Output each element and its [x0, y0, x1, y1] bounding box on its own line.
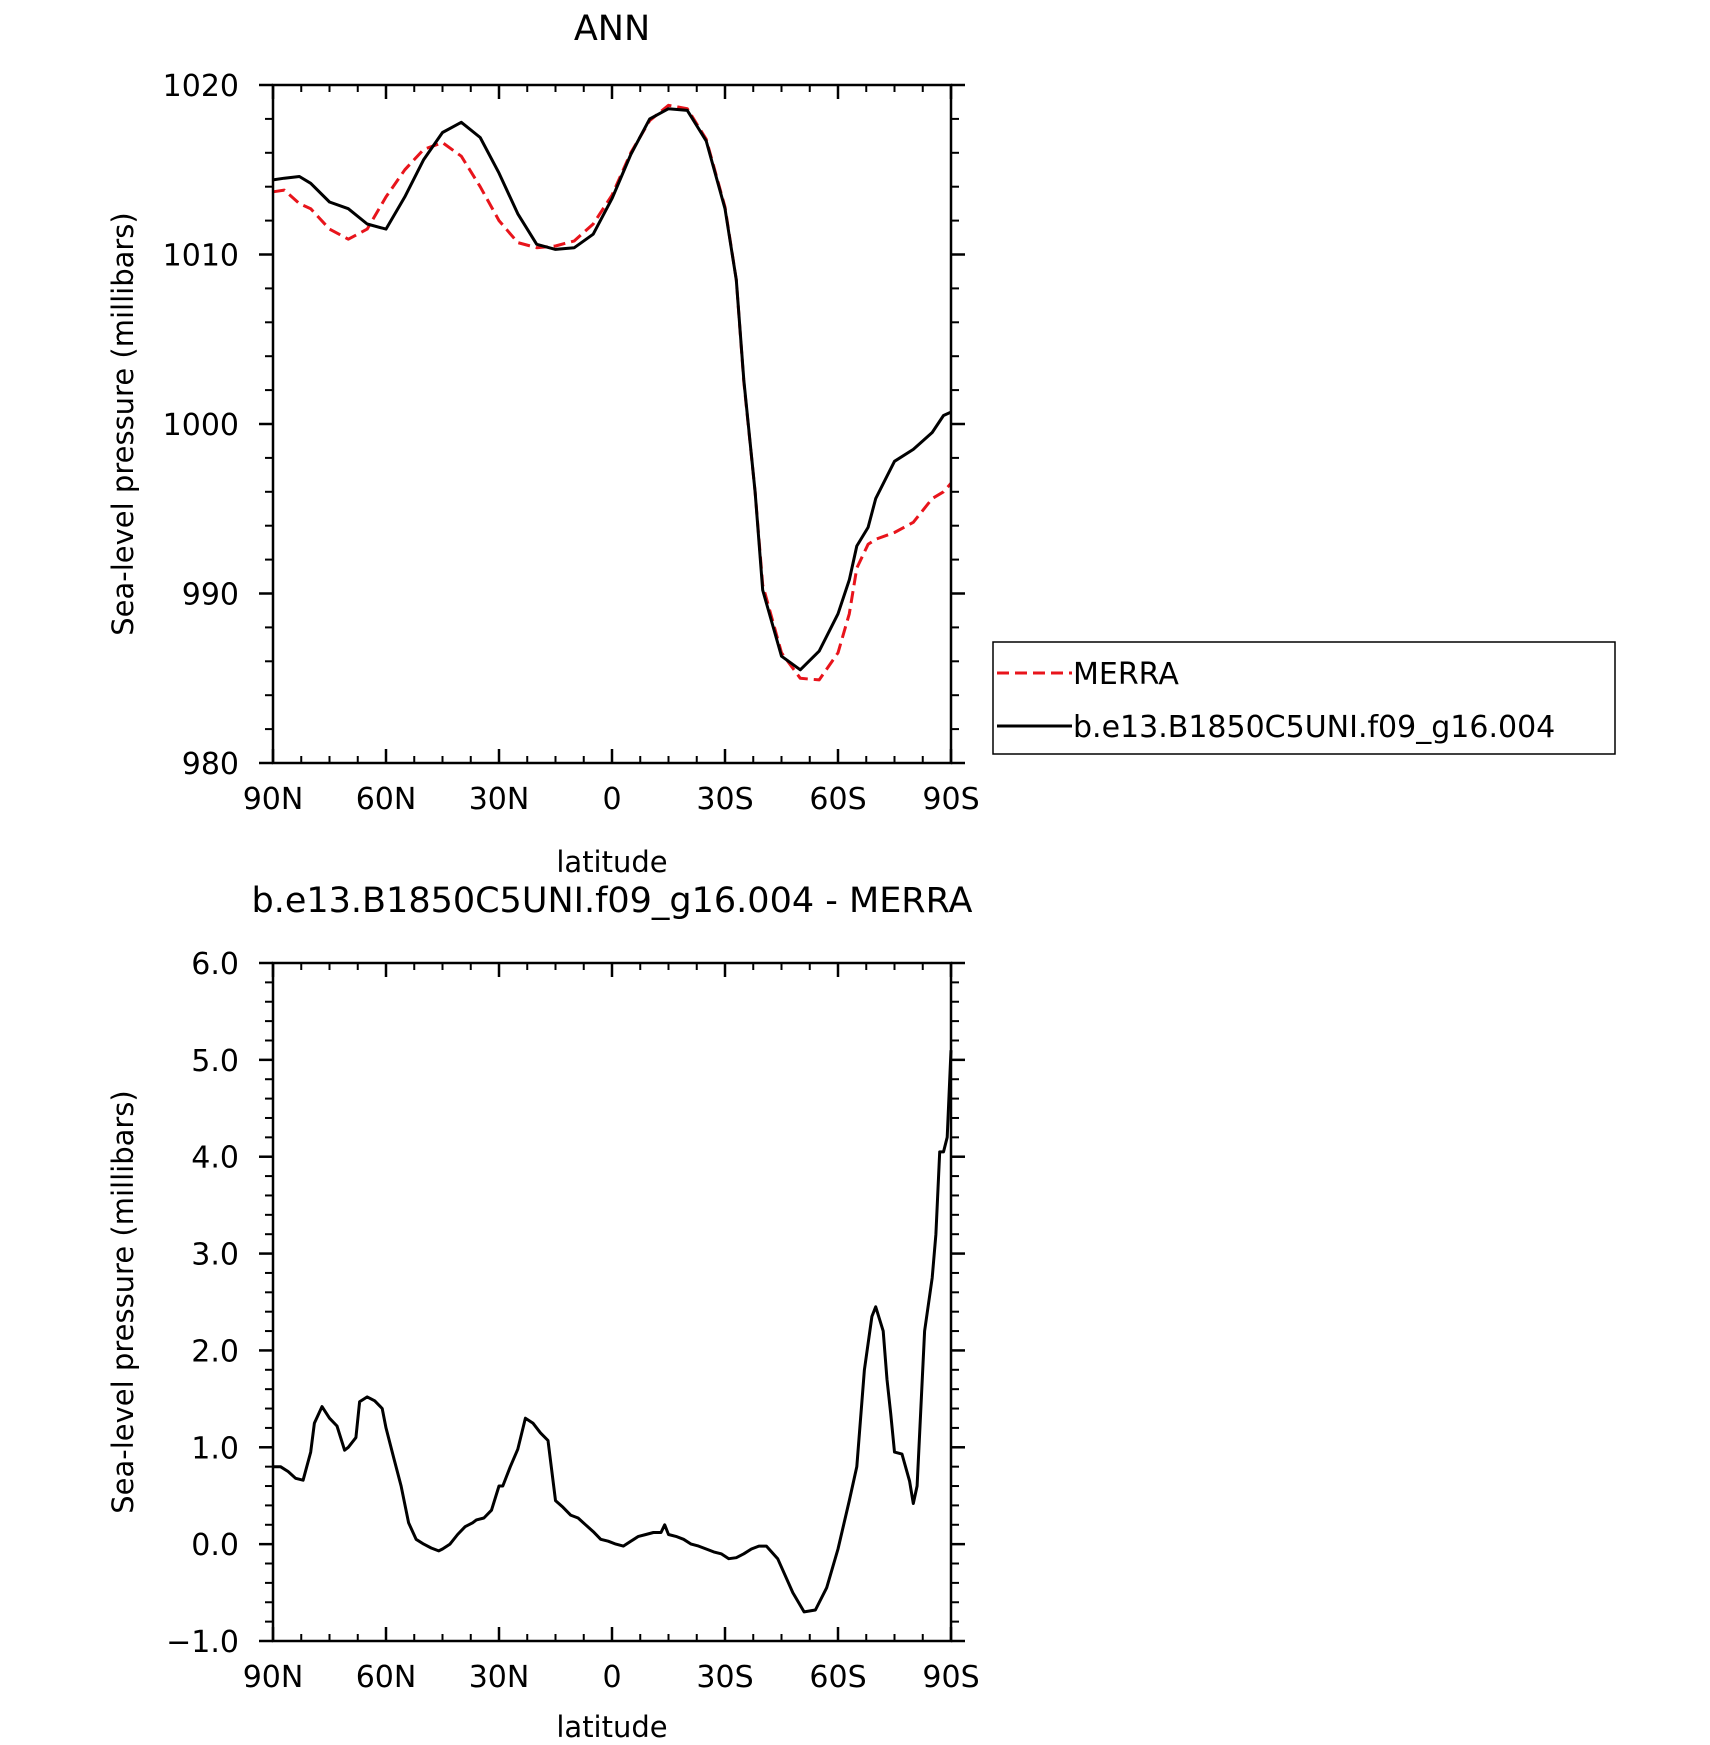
bottom-panel: b.e13.B1850C5UNI.f09_g16.004 - MERRA 90N…	[106, 881, 980, 1744]
y-tick-label: 1000	[163, 408, 239, 443]
legend-box	[992, 641, 1616, 755]
y-tick-label: 990	[182, 578, 239, 613]
y-tick-label: 1.0	[191, 1431, 239, 1466]
x-tick-label: 90N	[243, 1660, 304, 1695]
series-line-merra	[272, 103, 953, 682]
top-plot-frame	[271, 83, 953, 765]
y-tick-label: 4.0	[191, 1141, 239, 1176]
top-chart-title: ANN	[574, 9, 650, 49]
x-tick-label: 30N	[469, 782, 530, 817]
top-x-axis-title: latitude	[556, 845, 667, 879]
legend: MERRA b.e13.B1850C5UNI.f09_g16.004	[992, 641, 1616, 755]
x-tick-label: 30S	[696, 782, 753, 817]
top-y-axis-title: Sea-level pressure (millibars)	[106, 212, 140, 635]
x-tick-label: 30N	[469, 1660, 530, 1695]
legend-label-model: b.e13.B1850C5UNI.f09_g16.004	[1073, 710, 1555, 745]
x-tick-label: 90N	[243, 782, 304, 817]
x-tick-label: 30S	[696, 1660, 753, 1695]
x-tick-label: 0	[602, 782, 621, 817]
bottom-chart-title: b.e13.B1850C5UNI.f09_g16.004 - MERRA	[252, 881, 973, 921]
x-tick-label: 60S	[809, 1660, 866, 1695]
x-tick-label: 90S	[922, 1660, 979, 1695]
bottom-y-axis-title: Sea-level pressure (millibars)	[106, 1090, 140, 1513]
y-tick-label: 6.0	[191, 947, 239, 982]
bottom-plot-frame	[271, 961, 953, 1643]
x-tick-label: 0	[602, 1660, 621, 1695]
top-panel: ANN 90N 60N 30N 0 30S 60S 90S 980 990 1000 1010 102…	[106, 9, 980, 879]
legend-label-merra: MERRA	[1073, 657, 1179, 692]
series-line-model	[272, 107, 952, 672]
x-tick-label: 60N	[356, 1660, 417, 1695]
x-tick-label: 60S	[809, 782, 866, 817]
bottom-x-axis-title: latitude	[556, 1710, 667, 1744]
x-tick-label: 90S	[922, 782, 979, 817]
y-tick-label: 3.0	[191, 1238, 239, 1273]
y-tick-label: 1020	[163, 69, 239, 104]
y-tick-label: 0.0	[191, 1528, 239, 1563]
y-tick-label: 5.0	[191, 1044, 239, 1079]
series-line-difference	[273, 1050, 953, 1614]
x-tick-label: 60N	[356, 782, 417, 817]
y-tick-label: 1010	[163, 239, 239, 274]
y-tick-label: −1.0	[166, 1625, 239, 1660]
y-tick-label: 980	[182, 747, 239, 782]
y-tick-label: 2.0	[191, 1334, 239, 1369]
